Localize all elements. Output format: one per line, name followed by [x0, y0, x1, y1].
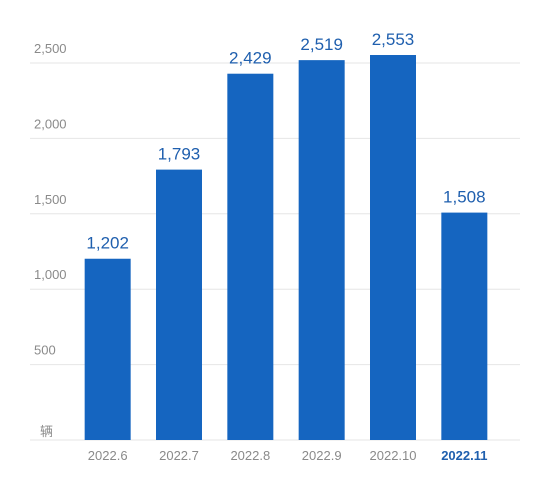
data-label: 1,202	[86, 234, 129, 253]
bars	[84, 55, 488, 441]
y-tick-label: 1,500	[34, 192, 67, 207]
bar	[156, 169, 202, 440]
x-tick-label: 2022.6	[88, 448, 128, 463]
bar	[227, 73, 274, 441]
data-label: 1,793	[158, 145, 201, 164]
y-axis-ticks: 500 1,000 1,500 2,000 2,500	[34, 41, 67, 358]
y-tick-label: 2,000	[34, 116, 67, 131]
x-tick-label: 2022.8	[230, 448, 270, 463]
y-axis-unit: 辆	[40, 424, 53, 439]
data-label: 2,429	[229, 49, 272, 68]
data-label: 2,553	[372, 30, 415, 49]
bar	[298, 60, 345, 441]
bar	[441, 212, 488, 440]
x-tick-label: 2022.7	[159, 448, 199, 463]
y-tick-label: 1,000	[34, 267, 67, 282]
x-tick-label: 2022.11	[441, 448, 487, 463]
data-label: 1,508	[443, 188, 486, 207]
x-axis-labels: 2022.6 2022.7 2022.8 2022.9 2022.10 2022.11	[88, 448, 488, 463]
y-tick-label: 2,500	[34, 41, 67, 56]
data-labels: 1,202 1,793 2,429 2,519 2,553 1,508	[86, 30, 485, 253]
bar	[84, 258, 131, 440]
data-label: 2,519	[300, 35, 343, 54]
y-tick-label: 500	[34, 343, 56, 358]
x-tick-label: 2022.10	[370, 448, 417, 463]
x-tick-label: 2022.9	[302, 448, 342, 463]
bar	[370, 55, 416, 440]
